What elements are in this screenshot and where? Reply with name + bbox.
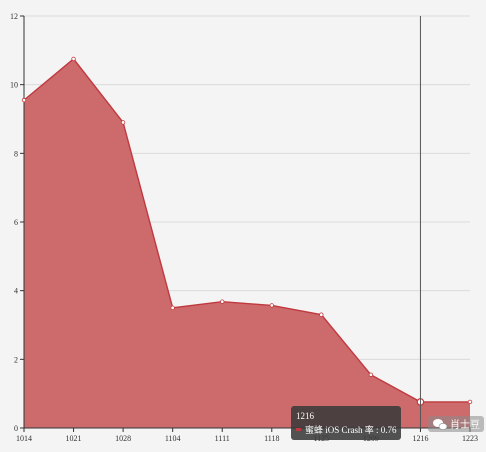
x-tick-label: 1216 [412, 434, 428, 443]
tooltip-category: 1216 [296, 411, 315, 421]
y-tick-label: 0 [14, 424, 18, 433]
x-tick-label: 1021 [66, 434, 82, 443]
y-tick-labels: 0 2 4 6 8 10 12 [10, 12, 24, 433]
x-tick-label: 1111 [215, 434, 230, 443]
wechat-icon [433, 419, 448, 430]
y-tick-label: 12 [10, 12, 18, 21]
y-tick-label: 10 [10, 81, 18, 90]
tooltip-box [291, 406, 401, 440]
data-point [319, 312, 324, 317]
y-tick-label: 6 [14, 218, 18, 227]
tooltip-series-value: 蜜蜂 iOS Crash 率 : 0.76 [305, 424, 397, 435]
series-line [23, 57, 470, 403]
y-tick-label: 8 [14, 149, 18, 158]
data-point [71, 56, 76, 62]
data-point [220, 299, 225, 304]
area-fill [24, 58, 470, 429]
area-series [23, 57, 470, 429]
tooltip: 1216 蜜蜂 iOS Crash 率 : 0.76 [291, 406, 401, 440]
y-tick-label: 2 [14, 355, 18, 364]
x-tick-label: 1014 [16, 434, 32, 443]
x-tick-label: 1104 [165, 434, 181, 443]
data-points [21, 56, 473, 406]
data-point [269, 303, 274, 308]
watermark-text: 肖士豆 [450, 418, 480, 431]
x-tick-label: 1223 [462, 434, 478, 443]
data-point [120, 120, 126, 125]
y-tick-label: 4 [14, 287, 18, 296]
tooltip-series-swatch [296, 428, 301, 431]
x-tick-label: 1118 [264, 434, 279, 443]
x-tick-labels: 1014102110281104111111181125120912161223 [16, 428, 478, 443]
data-point [21, 97, 27, 103]
data-point [368, 372, 374, 377]
data-point [170, 305, 175, 311]
watermark: 肖士豆 [428, 416, 484, 432]
data-point [467, 399, 473, 405]
x-tick-label: 1028 [115, 434, 131, 443]
